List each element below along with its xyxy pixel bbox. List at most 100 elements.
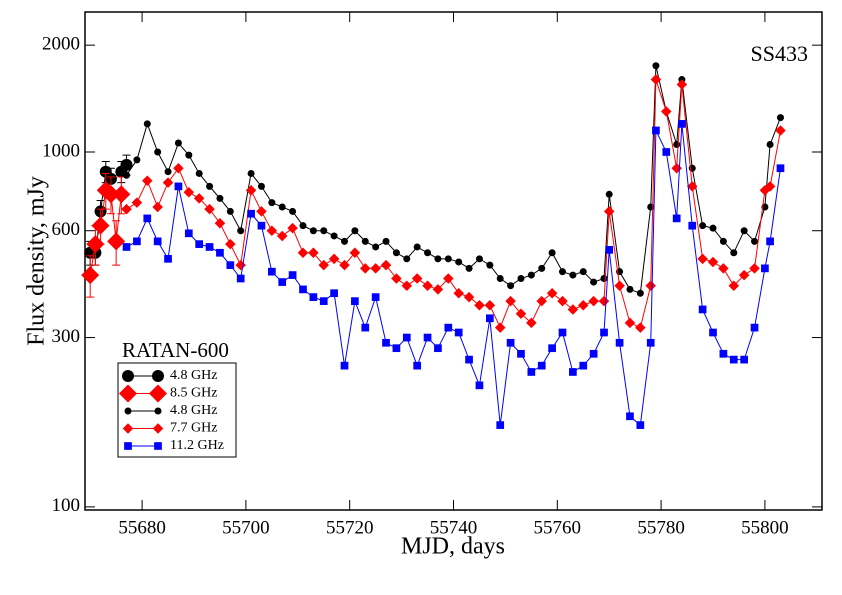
y-tick-label: 100 bbox=[52, 495, 81, 516]
point bbox=[707, 256, 719, 268]
legend-marker bbox=[152, 423, 164, 434]
point bbox=[557, 295, 568, 307]
point bbox=[474, 299, 485, 311]
point bbox=[349, 247, 361, 259]
legend-marker bbox=[149, 384, 167, 403]
point bbox=[392, 344, 401, 353]
point bbox=[424, 249, 432, 257]
point bbox=[465, 264, 473, 272]
point bbox=[330, 232, 338, 240]
point bbox=[278, 203, 286, 211]
y-tick-label: 2000 bbox=[42, 34, 80, 55]
point bbox=[183, 187, 195, 198]
point bbox=[645, 280, 656, 291]
point bbox=[351, 227, 359, 235]
point bbox=[154, 148, 162, 156]
point bbox=[697, 253, 708, 265]
point bbox=[226, 261, 235, 269]
point bbox=[728, 280, 740, 291]
point bbox=[164, 254, 172, 263]
point bbox=[319, 297, 328, 305]
point bbox=[496, 275, 504, 283]
point bbox=[686, 181, 698, 192]
point bbox=[661, 106, 672, 117]
point bbox=[527, 368, 536, 376]
point bbox=[605, 245, 614, 254]
point bbox=[143, 120, 151, 128]
point bbox=[709, 224, 717, 232]
point bbox=[432, 284, 444, 295]
point bbox=[236, 274, 245, 283]
x-tick-label: 55700 bbox=[222, 517, 270, 538]
point bbox=[536, 295, 547, 307]
legend-marker bbox=[122, 370, 134, 382]
point bbox=[142, 175, 153, 186]
point bbox=[740, 227, 748, 235]
point bbox=[371, 293, 380, 301]
point bbox=[636, 289, 644, 297]
point bbox=[143, 214, 152, 223]
point bbox=[123, 171, 131, 179]
point bbox=[673, 140, 681, 148]
point bbox=[299, 222, 307, 230]
point bbox=[382, 338, 390, 347]
point bbox=[193, 193, 205, 204]
point bbox=[590, 278, 598, 286]
point bbox=[401, 280, 413, 291]
point bbox=[339, 259, 350, 271]
x-tick-label: 55720 bbox=[326, 517, 374, 538]
point bbox=[257, 182, 265, 190]
point bbox=[256, 206, 267, 217]
point bbox=[216, 194, 224, 202]
point bbox=[120, 158, 133, 171]
point bbox=[475, 381, 484, 390]
point bbox=[624, 317, 636, 329]
point bbox=[267, 267, 276, 276]
point bbox=[86, 235, 105, 254]
point bbox=[494, 322, 506, 333]
point bbox=[751, 237, 759, 245]
point bbox=[247, 209, 255, 218]
point bbox=[567, 304, 579, 315]
point bbox=[195, 240, 204, 248]
y-tick-label: 600 bbox=[52, 219, 81, 240]
point bbox=[328, 253, 340, 265]
point bbox=[320, 227, 328, 235]
point bbox=[517, 275, 525, 283]
point bbox=[475, 255, 483, 263]
point bbox=[719, 237, 727, 245]
point bbox=[453, 287, 464, 299]
point bbox=[698, 305, 707, 314]
legend-marker bbox=[122, 423, 134, 434]
point bbox=[678, 120, 686, 128]
point bbox=[730, 249, 738, 257]
point bbox=[81, 266, 100, 285]
point bbox=[569, 368, 577, 376]
point bbox=[738, 269, 750, 281]
point bbox=[121, 203, 132, 215]
point bbox=[766, 140, 774, 148]
y-axis-label: Flux density, mJy bbox=[24, 176, 50, 346]
point bbox=[112, 185, 131, 204]
point bbox=[598, 295, 610, 307]
point bbox=[775, 125, 786, 136]
point bbox=[185, 151, 193, 159]
x-tick-label: 55800 bbox=[741, 517, 789, 538]
point bbox=[548, 344, 556, 353]
point bbox=[257, 221, 266, 230]
point bbox=[341, 237, 349, 245]
legend-marker bbox=[154, 407, 162, 415]
point bbox=[600, 328, 608, 337]
legend-label: 4.8 GHz bbox=[170, 403, 217, 418]
point bbox=[548, 249, 556, 257]
point bbox=[662, 148, 671, 156]
point bbox=[709, 328, 717, 337]
point bbox=[749, 263, 760, 274]
point bbox=[245, 185, 257, 196]
point bbox=[91, 216, 110, 235]
point bbox=[507, 282, 515, 290]
point bbox=[444, 255, 452, 263]
point bbox=[600, 275, 608, 283]
point bbox=[152, 201, 163, 213]
